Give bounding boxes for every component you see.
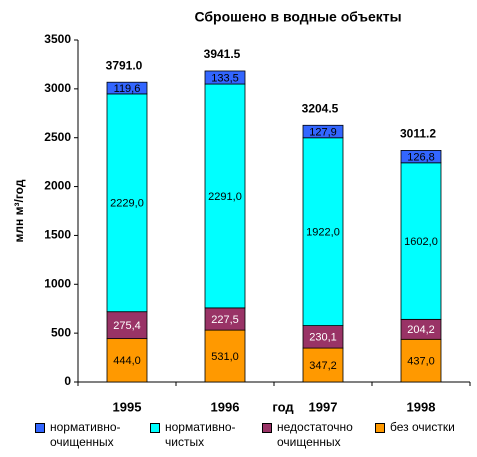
legend-label: нормативно-очищенных	[50, 420, 121, 449]
bar-segment	[302, 347, 344, 383]
value-label: 230,1	[309, 332, 337, 344]
bar-segment	[400, 338, 442, 383]
value-label: 437,0	[407, 356, 435, 368]
total-annotation: 3011.2	[400, 127, 436, 141]
total-annotation: 3204.5	[302, 101, 339, 115]
legend-label: нормативно-чистых	[165, 420, 236, 449]
y-tick-label: 500	[51, 325, 71, 339]
x-tick-label: 1995	[113, 399, 142, 414]
value-label: 275,4	[113, 320, 141, 332]
y-tick-label: 3500	[44, 32, 71, 46]
y-tick-label: 0	[64, 374, 71, 388]
value-label: 1922,0	[306, 227, 340, 239]
value-label: 531,0	[211, 351, 239, 363]
legend-item: без очистки	[375, 420, 477, 435]
y-tick-label: 1500	[44, 228, 71, 242]
legend-item: нормативно-очищенных	[35, 420, 145, 450]
legend-swatch	[150, 423, 160, 433]
total-annotation: 3941.5	[204, 47, 241, 61]
legend: нормативно-очищенных нормативно-чистых нед…	[0, 420, 477, 457]
chart: Сброшено в водные объекты млн м³/год год…	[12, 9, 471, 414]
legend-swatch	[375, 423, 385, 433]
value-label: 204,2	[407, 324, 435, 336]
value-label: 2291,0	[208, 191, 242, 203]
value-label: 2229,0	[110, 198, 144, 210]
legend-label: недостаточно очищенных	[277, 420, 353, 449]
legend-swatch	[262, 423, 272, 433]
legend-item: недостаточно очищенных	[262, 420, 372, 450]
x-tick-label: 1997	[309, 399, 338, 414]
bar-segment	[302, 137, 344, 326]
y-axis-label: млн м³/год	[12, 179, 26, 242]
x-tick-label: 1996	[211, 399, 240, 414]
value-label: 126,8	[407, 152, 435, 164]
legend-item: нормативно-чистых	[150, 420, 260, 450]
bar-segment	[400, 150, 442, 164]
value-label: 444,0	[113, 355, 141, 367]
legend-swatch	[35, 423, 45, 433]
legend-label: без очистки	[390, 420, 455, 434]
y-tick-label: 2500	[44, 130, 71, 144]
y-tick-label: 3000	[44, 81, 71, 95]
value-label: 127,9	[309, 126, 337, 138]
bar-segment	[106, 338, 148, 383]
value-label: 119,6	[114, 83, 141, 95]
value-label: 1602,0	[404, 236, 438, 248]
y-tick-label: 1000	[44, 276, 71, 290]
x-axis-label: год	[272, 399, 294, 414]
bar-segment	[106, 81, 148, 95]
x-tick-label: 1998	[407, 399, 436, 414]
value-label: 227,5	[211, 314, 239, 326]
total-annotation: 3791.0	[106, 58, 143, 72]
value-label: 133,5	[211, 72, 239, 84]
y-tick-label: 2000	[44, 179, 71, 193]
chart-title: Сброшено в водные объекты	[194, 9, 401, 25]
bar-segment	[106, 93, 148, 313]
value-label: 347,2	[309, 360, 337, 372]
bar-segment	[302, 124, 344, 139]
bar-segment	[204, 70, 246, 85]
